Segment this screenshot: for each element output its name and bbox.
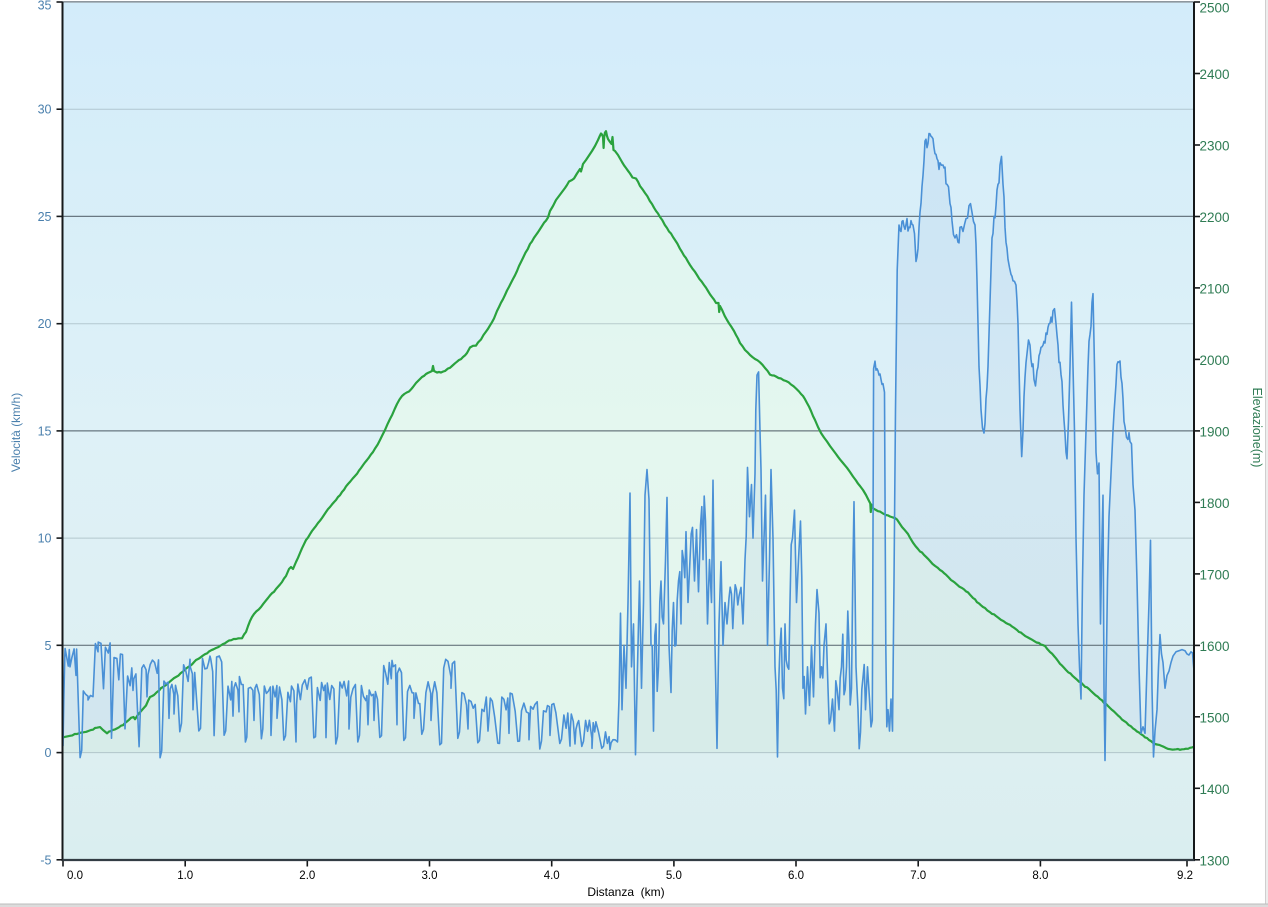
svg-text:Elevazione(m): Elevazione(m) <box>1250 388 1264 468</box>
svg-text:1600: 1600 <box>1200 639 1230 654</box>
svg-text:1900: 1900 <box>1200 424 1230 439</box>
svg-text:2200: 2200 <box>1200 210 1230 225</box>
svg-text:7.0: 7.0 <box>910 870 926 882</box>
svg-text:-5: -5 <box>40 853 51 867</box>
svg-text:5: 5 <box>45 639 52 653</box>
svg-text:8.0: 8.0 <box>1032 870 1048 882</box>
svg-text:1800: 1800 <box>1200 496 1230 511</box>
svg-text:2000: 2000 <box>1200 353 1230 368</box>
svg-text:4.0: 4.0 <box>544 870 560 882</box>
svg-text:2300: 2300 <box>1200 139 1230 154</box>
svg-text:1500: 1500 <box>1200 710 1230 725</box>
svg-text:5.0: 5.0 <box>666 870 682 882</box>
svg-text:15: 15 <box>38 424 52 438</box>
svg-text:35: 35 <box>38 0 52 12</box>
svg-text:1700: 1700 <box>1200 567 1230 582</box>
svg-text:Distanza (km): Distanza (km) <box>587 885 664 899</box>
svg-text:1400: 1400 <box>1200 782 1230 797</box>
svg-text:2500: 2500 <box>1200 1 1230 16</box>
svg-text:1.0: 1.0 <box>177 870 193 882</box>
svg-text:1300: 1300 <box>1200 853 1230 868</box>
svg-text:Velocità (km/h): Velocità (km/h) <box>9 393 23 472</box>
svg-text:3.0: 3.0 <box>422 870 438 882</box>
svg-text:2400: 2400 <box>1200 67 1230 82</box>
svg-text:0: 0 <box>45 746 52 760</box>
svg-text:20: 20 <box>38 317 52 331</box>
svg-text:30: 30 <box>38 103 52 117</box>
svg-text:6.0: 6.0 <box>788 870 804 882</box>
svg-text:0.0: 0.0 <box>67 870 83 882</box>
svg-text:2100: 2100 <box>1200 281 1230 296</box>
svg-text:10: 10 <box>38 532 52 546</box>
svg-text:25: 25 <box>38 210 52 224</box>
svg-text:9.2: 9.2 <box>1177 870 1193 882</box>
svg-text:2.0: 2.0 <box>299 870 315 882</box>
